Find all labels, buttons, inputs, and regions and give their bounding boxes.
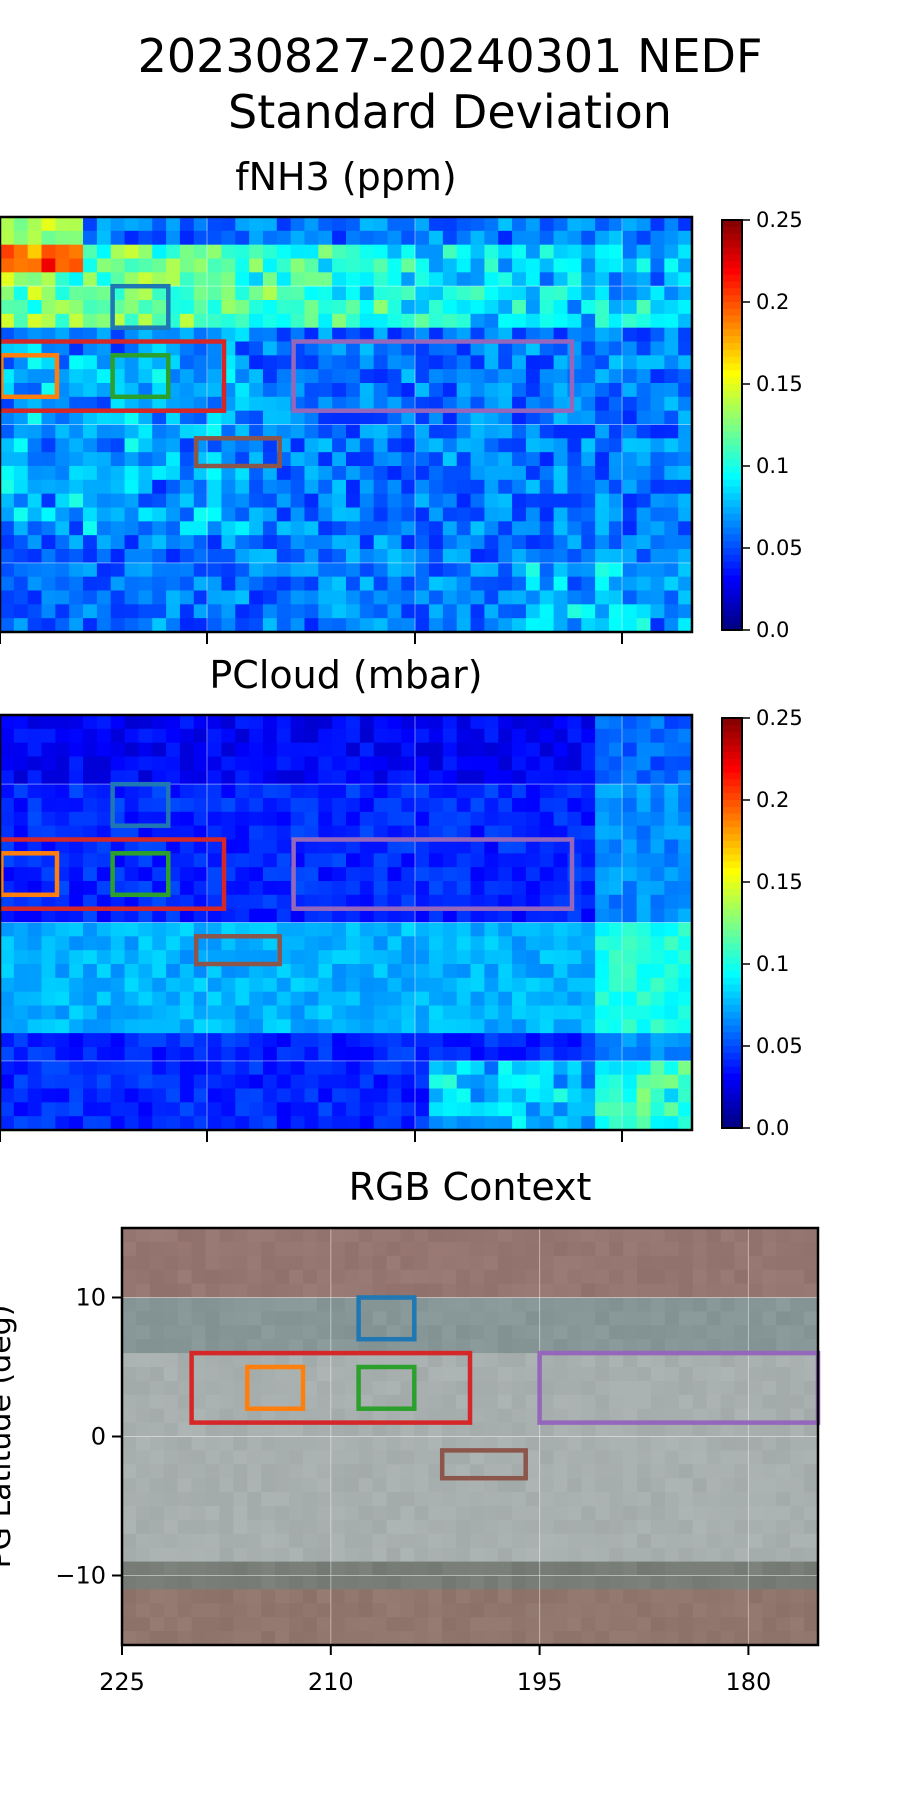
- figure-title-line1: 20230827-20240301 NEDF: [137, 29, 763, 83]
- colorbar-1-tick-label: 0.05: [756, 536, 803, 560]
- region-box-blue: [356, 1295, 417, 1342]
- heatmap-3: [122, 1228, 819, 1646]
- colorbar-2: 0.0 0.05 0.1 0.15 0.2 0.25: [721, 706, 803, 1140]
- colorbar-2-tick-label: 0.2: [756, 788, 789, 812]
- regions-2: [0, 781, 575, 967]
- ytick-label: 10: [75, 1284, 106, 1312]
- colorbar-2-tick-label: 0.15: [756, 870, 803, 894]
- figure-title-line2: Standard Deviation: [228, 85, 672, 139]
- regions-1: [0, 283, 575, 469]
- panel1-title: fNH3 (ppm): [235, 155, 457, 199]
- xtick-label: 195: [517, 1668, 563, 1696]
- colorbar-2-tick-label: 0.0: [756, 1116, 789, 1140]
- colorbar-1-tick-label: 0.25: [756, 208, 803, 232]
- panel2-title: PCloud (mbar): [209, 653, 483, 697]
- region-box-brown: [439, 1448, 528, 1481]
- region-box-red: [0, 339, 227, 413]
- colorbar-2-tick-label: 0.1: [756, 952, 789, 976]
- heatmap-1: [0, 217, 693, 633]
- region-box-purple: [291, 339, 575, 413]
- region-box-orange: [0, 353, 60, 400]
- xtick-label: 225: [99, 1668, 145, 1696]
- region-box-green: [110, 851, 171, 898]
- region-box-green: [110, 353, 171, 400]
- colorbar-2-tick-label: 0.05: [756, 1034, 803, 1058]
- colorbar-1-tick-label: 0.1: [756, 454, 789, 478]
- colorbar-1-tick-label: 0.2: [756, 290, 789, 314]
- colorbar-2-tick-label: 0.25: [756, 706, 803, 730]
- ytick-label: −10: [55, 1562, 106, 1590]
- y-axis-label: PG Latitude (deg): [0, 1305, 18, 1569]
- region-box-orange: [0, 851, 60, 898]
- region-box-brown: [193, 436, 282, 469]
- region-box-blue: [110, 781, 171, 828]
- colorbar-1-tick-label: 0.0: [756, 618, 789, 642]
- panel-frame-1: [0, 215, 694, 634]
- colorbar-2-frame: [721, 717, 743, 1129]
- panel-frame-2: [0, 713, 694, 1132]
- colorbar-1-frame: [721, 219, 743, 631]
- region-box-green: [356, 1364, 417, 1411]
- region-box-brown: [193, 934, 282, 967]
- region-box-orange: [245, 1364, 306, 1411]
- xtick-label: 180: [725, 1668, 771, 1696]
- grid-3: [122, 1228, 818, 1645]
- region-box-red: [189, 1350, 473, 1425]
- region-box-red: [0, 837, 227, 911]
- colorbar-1: 0.0 0.05 0.1 0.15 0.2 0.25: [721, 208, 803, 642]
- ytick-label: 0: [91, 1423, 106, 1451]
- xtick-label: 210: [308, 1668, 354, 1696]
- region-box-purple: [291, 837, 575, 911]
- colorbar-1-tick-label: 0.15: [756, 372, 803, 396]
- region-box-blue: [110, 283, 171, 330]
- panel3-title: RGB Context: [348, 1165, 592, 1209]
